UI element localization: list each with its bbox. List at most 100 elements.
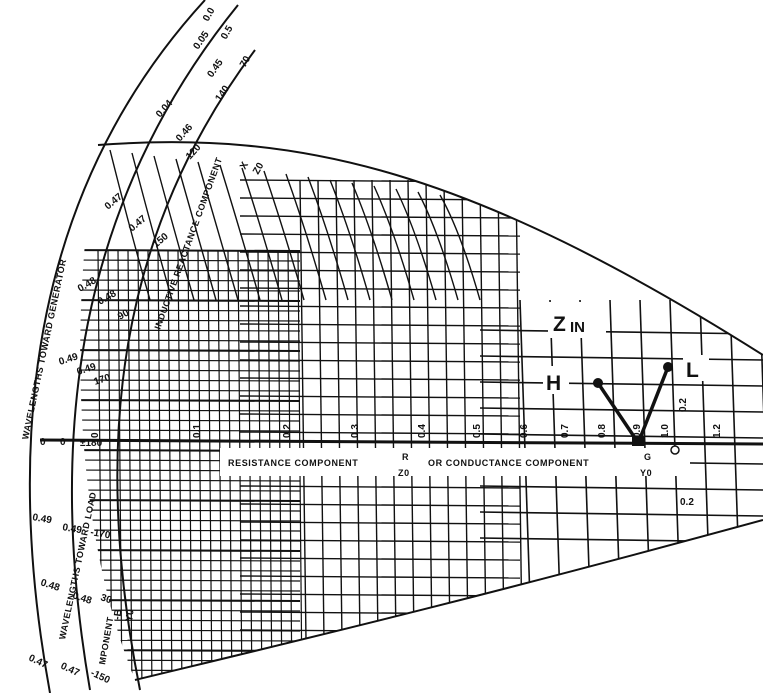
reactance-arc — [285, 173, 327, 301]
grid-line — [479, 381, 763, 387]
tick-label: 0.3 — [350, 424, 361, 438]
zin-label-box — [548, 302, 606, 338]
grid-line — [80, 559, 301, 562]
grid-line — [80, 429, 301, 432]
grid-line — [207, 249, 213, 680]
grid-line — [80, 329, 301, 332]
tick-label: 0.47 — [127, 213, 149, 234]
grid-line — [239, 359, 521, 363]
grid-line — [197, 249, 203, 680]
grid-line — [317, 179, 325, 641]
tick-label: -170 — [89, 527, 111, 541]
reactance-arc — [417, 191, 459, 301]
tick-label: 0.0 — [201, 6, 218, 24]
toward-generator-label: WAVELENGTHS TOWARD GENERATOR — [20, 258, 68, 440]
grid-line — [371, 179, 379, 641]
grid-line — [239, 215, 521, 219]
tick-label: 0.49 — [61, 522, 83, 536]
grid-line — [80, 649, 301, 652]
tick-label: 0.9 — [632, 424, 643, 438]
grid-line — [239, 377, 521, 381]
grid-line — [239, 341, 521, 345]
grid-line — [479, 433, 763, 439]
grid-line — [239, 305, 521, 309]
tick-label: 0 — [60, 437, 66, 448]
tick-label: 70 — [238, 54, 253, 70]
grid-line — [60, 690, 300, 691]
grid-line — [479, 329, 763, 335]
g-num: G — [644, 452, 652, 462]
grid-line — [479, 407, 763, 413]
grid-line — [239, 575, 521, 579]
grid-line — [80, 599, 301, 602]
tick-label: ±180 — [80, 438, 103, 449]
tick-label: 0.4 — [417, 424, 428, 438]
grid-line — [479, 537, 763, 543]
grid-line — [239, 539, 521, 543]
l-label: L — [686, 359, 699, 382]
grid-line — [80, 659, 301, 662]
x-den: Z0 — [251, 161, 267, 177]
grid-line — [335, 179, 343, 641]
grid-line — [479, 179, 487, 641]
tick-label: 0.48 — [96, 288, 119, 307]
grid-line — [239, 431, 521, 435]
grid-line — [239, 503, 521, 507]
grid-line — [157, 249, 163, 680]
tick-label: 0.6 — [519, 424, 530, 438]
tick-label: 0.8 — [597, 424, 608, 438]
reactance-arc — [263, 170, 305, 301]
grid-line — [479, 355, 763, 361]
tick-label: 0.7 — [560, 424, 571, 438]
grid-line — [80, 379, 301, 382]
grid-line — [80, 309, 301, 312]
g-den: Y0 — [640, 468, 652, 478]
grid-line — [80, 529, 301, 532]
tick-label: 0.45 — [205, 57, 225, 80]
tick-label: 0 — [40, 437, 46, 448]
grid-line — [80, 479, 301, 482]
reactance-arc — [109, 149, 151, 301]
zin-label: Z — [553, 313, 566, 336]
grid-line — [479, 511, 763, 517]
tick-label: -150 — [89, 668, 112, 687]
grid-line — [239, 521, 521, 525]
grid-line — [699, 299, 711, 601]
reactance-arc — [131, 152, 173, 301]
grid-line — [80, 589, 301, 592]
grid-line — [187, 249, 193, 680]
grid-line — [80, 549, 301, 552]
grid-line — [80, 279, 301, 282]
grid-line — [239, 251, 521, 255]
tick-label: 0 — [90, 432, 101, 438]
grid-line — [497, 179, 505, 641]
grid-line — [239, 179, 521, 183]
grid-line — [80, 389, 301, 392]
grid-line — [407, 179, 415, 641]
r-num: R — [402, 452, 409, 462]
l-trajectory — [637, 366, 670, 442]
grid-line — [117, 249, 123, 680]
reactance-tick: 0.2 — [680, 497, 694, 508]
grid-line — [443, 179, 451, 641]
l-label-box — [683, 355, 709, 381]
grid-line — [80, 349, 301, 352]
grid-line — [167, 249, 173, 680]
tick-label: 30 — [99, 592, 113, 606]
grid-line — [80, 579, 301, 582]
grid-line — [137, 249, 143, 680]
center-point — [632, 436, 644, 446]
grid-line — [479, 485, 763, 491]
resistance-ticks: 0 0.1 0.2 0.3 0.4 0.5 0.6 0.7 0.8 0.9 1.0 1.2 — [90, 424, 723, 438]
zin-subscript: IN — [570, 319, 585, 336]
x-num: X — [238, 160, 251, 172]
toward-load-label: WAVELENGTHS TOWARD LOAD — [57, 491, 98, 640]
grid-line — [239, 287, 521, 291]
grid-line — [461, 179, 469, 641]
tick-label: 0.47 — [59, 661, 82, 679]
grid-line — [80, 419, 301, 422]
reactance-arc — [219, 164, 261, 301]
grid-line — [239, 413, 521, 417]
grid-line — [80, 619, 301, 622]
grid-line — [80, 339, 301, 342]
